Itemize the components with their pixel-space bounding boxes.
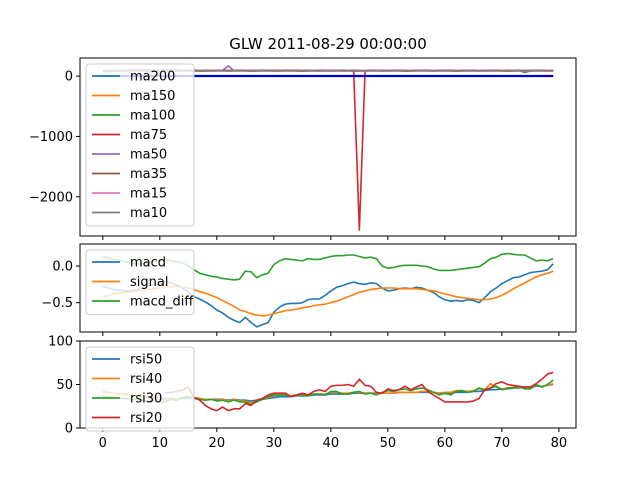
x-tick-label: 70	[494, 436, 511, 451]
legend-box	[85, 249, 195, 315]
legend-label-rsi50: rsi50	[130, 353, 162, 368]
legend-label-ma150: ma150	[130, 89, 175, 104]
legend-label-ma100: ma100	[130, 109, 175, 124]
panels: 0−1000−2000ma200ma150ma100ma75ma50ma35ma…	[29, 57, 577, 451]
x-tick-label: 30	[266, 436, 283, 451]
y-tick-label: 0	[65, 70, 73, 85]
x-tick-label: 10	[152, 436, 169, 451]
x-tick-label: 80	[551, 436, 568, 451]
chart-title: GLW 2011-08-29 00:00:00	[229, 35, 427, 53]
legend-label-ma50: ma50	[130, 148, 167, 163]
legend-label-rsi40: rsi40	[130, 372, 162, 387]
legend-label-rsi20: rsi20	[130, 411, 162, 426]
legend-label-macd: macd	[130, 256, 166, 271]
y-tick-label: 0.0	[52, 260, 73, 275]
panel-2-frame	[79, 243, 577, 333]
panel-2: 0.0 −0.5 macd signal macd_diff	[41, 243, 577, 336]
legend-box	[85, 346, 195, 432]
y-tick-label: −0.5	[41, 296, 73, 311]
legend-label-ma10: ma10	[130, 206, 167, 221]
legend-label-ma35: ma35	[130, 167, 167, 182]
panel-3-legend: rsi50 rsi40 rsi30 rsi20	[85, 346, 195, 432]
x-tick-label: 60	[437, 436, 454, 451]
panel-1-legend: ma200 ma150 ma100 ma75 ma50 ma35 ma15 ma10	[85, 63, 195, 227]
panel-1: 0−1000−2000ma200ma150ma100ma75ma50ma35ma…	[29, 57, 577, 240]
x-tick-label: 20	[209, 436, 226, 451]
y-tick-label: 50	[56, 378, 73, 393]
panel-2-legend: macd signal macd_diff	[85, 249, 195, 315]
legend-label-rsi30: rsi30	[130, 392, 162, 407]
legend-label-ma75: ma75	[130, 128, 167, 143]
y-tick-label: −1000	[29, 130, 73, 145]
panel-1-frame	[79, 57, 577, 237]
legend-label-ma200: ma200	[130, 70, 175, 85]
legend-label-macd_diff: macd_diff	[130, 295, 194, 310]
line-rsi20	[165, 371, 554, 412]
legend-label-signal: signal	[130, 275, 168, 290]
y-tick-label: −2000	[29, 190, 73, 205]
x-tick-label: 40	[323, 436, 340, 451]
x-tick-label: 0	[99, 436, 107, 451]
y-tick-label: 100	[48, 335, 73, 350]
legend-label-ma15: ma15	[130, 187, 167, 202]
y-tick-label: 0	[65, 422, 73, 437]
legend-box	[85, 63, 195, 227]
x-tick-label: 50	[380, 436, 397, 451]
